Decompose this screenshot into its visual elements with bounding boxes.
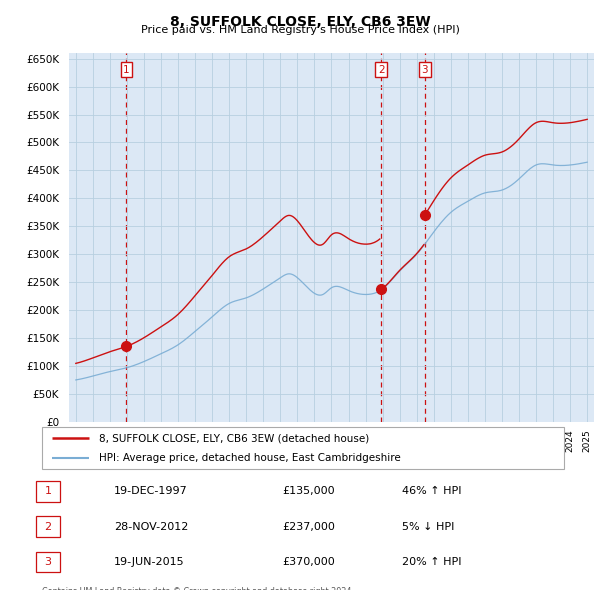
Text: £370,000: £370,000 — [282, 557, 335, 567]
Text: 2: 2 — [44, 522, 52, 532]
Text: Contains HM Land Registry data © Crown copyright and database right 2024.: Contains HM Land Registry data © Crown c… — [42, 587, 354, 590]
Text: 20% ↑ HPI: 20% ↑ HPI — [402, 557, 461, 567]
Text: 5% ↓ HPI: 5% ↓ HPI — [402, 522, 454, 532]
Text: 1: 1 — [44, 486, 52, 496]
Text: 19-DEC-1997: 19-DEC-1997 — [114, 486, 188, 496]
Text: HPI: Average price, detached house, East Cambridgeshire: HPI: Average price, detached house, East… — [100, 453, 401, 463]
Text: 8, SUFFOLK CLOSE, ELY, CB6 3EW: 8, SUFFOLK CLOSE, ELY, CB6 3EW — [170, 15, 430, 29]
Text: 3: 3 — [44, 557, 52, 567]
Text: 2: 2 — [378, 65, 385, 75]
Text: 46% ↑ HPI: 46% ↑ HPI — [402, 486, 461, 496]
Text: 28-NOV-2012: 28-NOV-2012 — [114, 522, 188, 532]
Text: 3: 3 — [421, 65, 428, 75]
Text: 1: 1 — [123, 65, 130, 75]
Text: £135,000: £135,000 — [282, 486, 335, 496]
Text: 8, SUFFOLK CLOSE, ELY, CB6 3EW (detached house): 8, SUFFOLK CLOSE, ELY, CB6 3EW (detached… — [100, 433, 370, 443]
Text: Price paid vs. HM Land Registry's House Price Index (HPI): Price paid vs. HM Land Registry's House … — [140, 25, 460, 35]
Text: £237,000: £237,000 — [282, 522, 335, 532]
Text: 19-JUN-2015: 19-JUN-2015 — [114, 557, 185, 567]
